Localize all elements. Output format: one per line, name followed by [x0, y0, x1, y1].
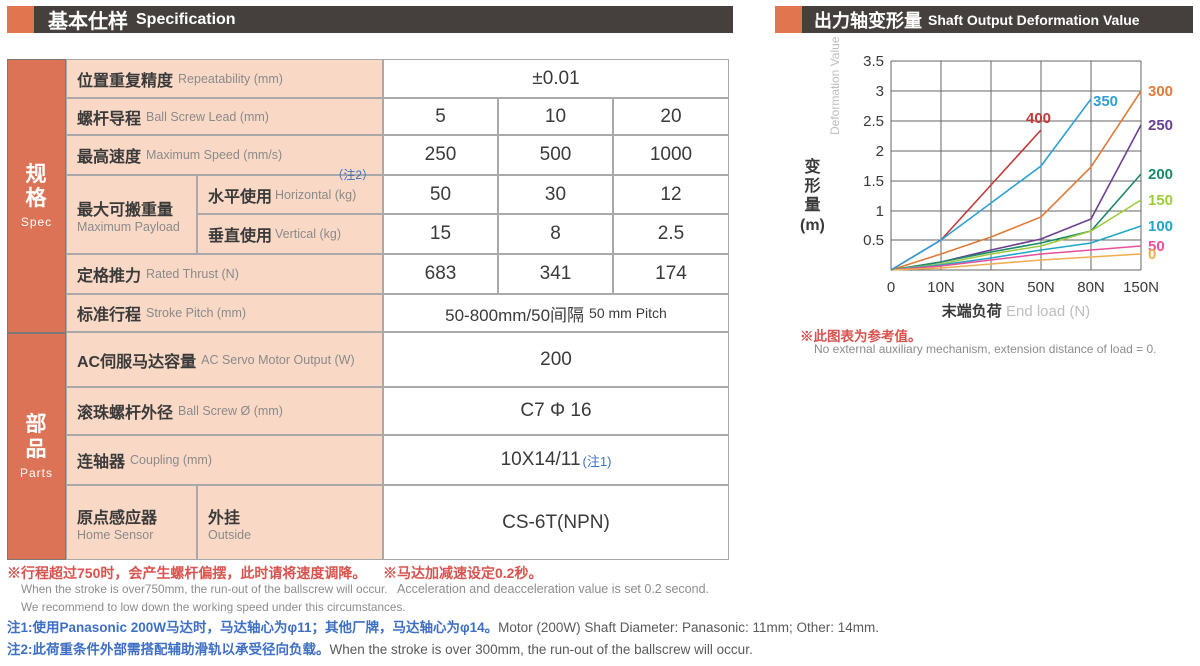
svg-text:350: 350 [1093, 93, 1118, 110]
svg-text:400: 400 [1026, 110, 1051, 127]
svg-text:80N: 80N [1077, 279, 1105, 296]
svg-text:0: 0 [887, 279, 895, 296]
svg-text:50N: 50N [1027, 279, 1055, 296]
svg-text:1: 1 [876, 203, 884, 220]
svg-text:150N: 150N [1123, 279, 1159, 296]
svg-text:250: 250 [1148, 117, 1173, 134]
svg-text:0.5: 0.5 [863, 232, 884, 249]
svg-text:0: 0 [1148, 246, 1156, 263]
svg-text:100: 100 [1148, 218, 1173, 235]
svg-text:300: 300 [1148, 83, 1173, 100]
svg-text:10N: 10N [927, 279, 955, 296]
svg-text:3.5: 3.5 [863, 53, 884, 70]
svg-text:2: 2 [876, 143, 884, 160]
svg-text:2.5: 2.5 [863, 113, 884, 130]
svg-text:30N: 30N [977, 279, 1005, 296]
svg-text:150: 150 [1148, 192, 1173, 209]
svg-text:3: 3 [876, 83, 884, 100]
svg-text:200: 200 [1148, 166, 1173, 183]
svg-text:1.5: 1.5 [863, 173, 884, 190]
svg-text:末端负荷 End load (N): 末端负荷 End load (N) [942, 302, 1090, 320]
